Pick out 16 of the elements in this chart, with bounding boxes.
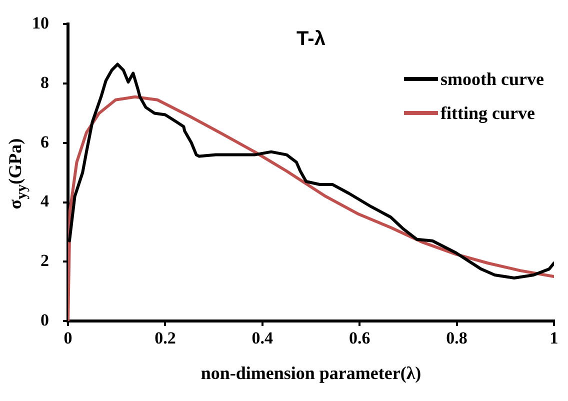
y-tick-label: 8	[40, 72, 49, 92]
legend-label: fitting curve	[440, 102, 535, 124]
x-axis-title: non-dimension parameter(λ)	[200, 362, 422, 383]
y-tick-label: 4	[40, 192, 50, 211]
x-tick-label: 1	[550, 328, 558, 348]
x-tick-label: 0	[64, 328, 72, 348]
legend-label: smooth curve	[440, 68, 544, 90]
y-tick-label: 2	[40, 251, 49, 270]
y-tick-label: 0	[40, 310, 49, 330]
y-tick-label: 6	[40, 132, 49, 152]
chart-title: T-λ	[296, 28, 326, 52]
x-tick-label: 0.6	[348, 328, 370, 348]
x-tick-label: 0.4	[252, 328, 274, 348]
y-tick-label: 10	[32, 14, 49, 33]
x-tick-label: 0.8	[446, 328, 468, 348]
x-tick-label: 0.2	[154, 328, 176, 348]
